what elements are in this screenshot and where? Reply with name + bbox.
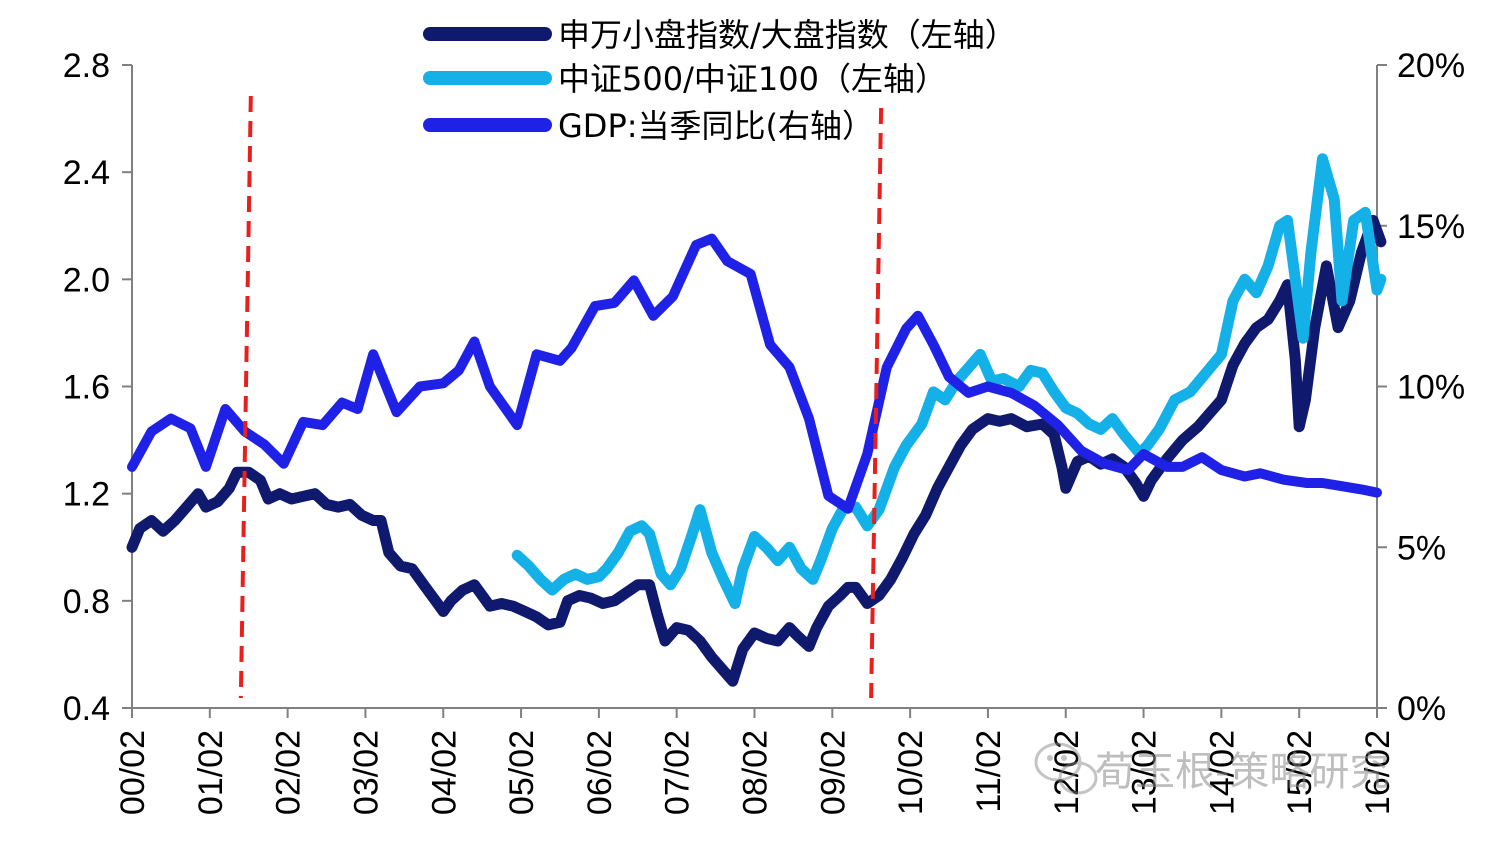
watermark-text: 荀玉根-策略研究 [1095, 749, 1389, 795]
x-axis-tick-label: 03/02 [347, 730, 385, 815]
watermark: 荀玉根-策略研究 [1034, 742, 1389, 795]
x-axis-tick-label: 04/02 [425, 730, 463, 815]
left-axis-tick-label: 2.0 [63, 261, 110, 299]
right-axis-tick-label: 15% [1397, 208, 1465, 246]
x-axis-tick-label: 05/02 [503, 730, 541, 815]
x-axis-tick-label: 11/02 [970, 730, 1008, 813]
right-axis-tick-label: 5% [1397, 529, 1446, 567]
vertical-markers [238, 95, 884, 699]
x-axis-tick-label: 12/02 [1048, 730, 1086, 815]
x-axis-tick-label: 15/02 [1281, 730, 1319, 815]
left-axis-tick-label: 2.4 [63, 154, 110, 192]
x-axis-tick-label: 08/02 [737, 730, 775, 815]
vertical-marker [238, 95, 253, 699]
series-line-1 [511, 153, 1387, 609]
x-axis-tick-label: 10/02 [892, 730, 930, 815]
x-axis-tick-label: 14/02 [1203, 730, 1241, 815]
wechat-icon [1034, 742, 1098, 795]
series-line-2 [127, 233, 1382, 514]
x-axis-tick-label: 09/02 [814, 730, 852, 815]
right-axis-tick-label: 0% [1397, 690, 1446, 728]
left-axis-tick-label: 1.6 [63, 369, 110, 407]
left-axis-tick-label: 2.8 [63, 47, 110, 85]
x-axis-tick-label: 13/02 [1126, 730, 1164, 815]
x-axis-tick-label: 07/02 [659, 730, 697, 815]
x-axis-tick-label: 00/02 [114, 730, 152, 815]
left-axis-tick-label: 0.4 [63, 690, 110, 728]
x-axis-tick-label: 06/02 [581, 730, 619, 815]
axes: 0.4 0.8 1.2 1.6 2.0 2.4 2.8 0% 5% 10% 15% 20% 00/02 0… [63, 47, 1465, 815]
legend-label: 中证500/中证100（左轴） [558, 60, 947, 98]
x-axis-tick-label: 02/02 [270, 730, 308, 815]
x-axis-tick-label: 01/02 [192, 730, 230, 815]
left-axis-tick-label: 0.8 [63, 583, 110, 621]
legend-label: GDP:当季同比(右轴） [558, 107, 874, 145]
x-axis-tick-label: 16/02 [1359, 730, 1397, 815]
right-axis-tick-label: 10% [1397, 369, 1465, 407]
right-axis-tick-label: 20% [1397, 47, 1465, 85]
legend-label: 申万小盘指数/大盘指数（左轴） [558, 16, 1017, 54]
series-line-0 [126, 214, 1387, 687]
legend: 申万小盘指数/大盘指数（左轴） 中证500/中证100（左轴） GDP:当季同比(右… [423, 16, 1017, 145]
series-layer [126, 153, 1387, 687]
left-axis-tick-label: 1.2 [63, 476, 110, 514]
